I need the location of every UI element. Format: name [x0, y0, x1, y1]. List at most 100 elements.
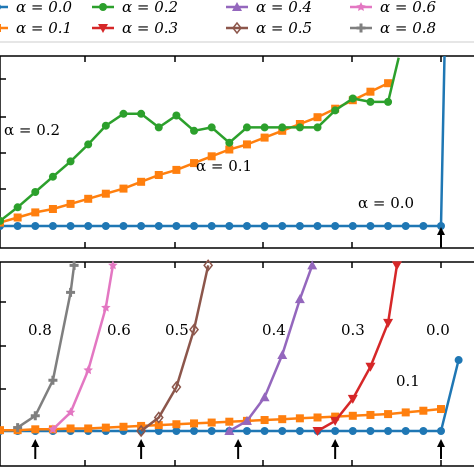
series-line [0, 82, 389, 224]
legend-entry: α = 0.3 [92, 19, 178, 37]
data-point [101, 189, 110, 198]
legend-entry: α = 0.0 [0, 0, 73, 16]
data-point [31, 425, 40, 434]
data-point [119, 109, 128, 118]
data-point [66, 424, 75, 433]
data-point [277, 349, 288, 359]
data-point [190, 126, 199, 135]
data-point [437, 405, 445, 414]
data-point [69, 260, 79, 270]
data-point [119, 422, 128, 431]
data-point [242, 123, 251, 132]
legend-marker [99, 3, 107, 11]
data-point [259, 392, 270, 402]
legend-marker [0, 24, 1, 32]
data-point [278, 222, 287, 230]
data-point [419, 222, 428, 230]
data-point [295, 123, 304, 132]
data-point [419, 427, 428, 435]
legend-label: α = 0.1 [16, 19, 72, 37]
series-line [316, 265, 399, 433]
data-point [384, 222, 393, 230]
legend-label: α = 0.8 [380, 19, 436, 37]
data-point [225, 417, 234, 426]
data-point [172, 111, 181, 120]
data-point [48, 222, 57, 230]
bottom-panel-arrows [31, 439, 445, 459]
bottom-panel-ticks [0, 262, 442, 466]
data-point [66, 199, 75, 208]
annotation-alpha-0-1: α = 0.1 [196, 157, 252, 175]
data-point [13, 213, 22, 222]
data-point [242, 427, 251, 435]
data-point [48, 375, 58, 385]
data-point [207, 222, 216, 230]
data-point [225, 138, 234, 147]
bottom-panel-frame [0, 261, 474, 467]
data-point [101, 121, 110, 130]
data-point [278, 415, 287, 424]
data-point [330, 416, 341, 426]
series-line [140, 265, 210, 432]
data-point [366, 427, 375, 435]
legend: α = 0.0 α = 0.1 α = 0.2 α = 0.3 α = 0.4 α = 0… [0, 0, 437, 37]
data-point [347, 394, 358, 404]
data-point [207, 427, 216, 435]
data-point [84, 424, 93, 433]
data-point [295, 414, 304, 423]
data-point [278, 123, 287, 132]
data-point [66, 157, 75, 166]
series-line [0, 57, 400, 222]
legend-label: α = 0.0 [16, 0, 73, 16]
data-point [154, 123, 163, 132]
top-panel-arrows [437, 227, 445, 247]
data-point [190, 419, 199, 428]
data-point [384, 410, 393, 419]
data-point [437, 427, 445, 435]
data-point [295, 427, 304, 435]
data-point [189, 323, 200, 336]
data-point [137, 109, 146, 118]
data-point [260, 133, 269, 142]
data-point [207, 123, 216, 132]
data-point [313, 222, 322, 230]
data-point [137, 222, 146, 230]
data-point [190, 222, 199, 230]
data-point [366, 87, 375, 96]
data-point [260, 222, 269, 230]
data-point [348, 427, 357, 435]
series-04 [224, 260, 318, 435]
series-line [52, 265, 115, 431]
data-point [48, 205, 57, 213]
data-point [260, 416, 269, 425]
legend-label: α = 0.5 [256, 19, 312, 37]
data-point [30, 411, 40, 421]
data-point [401, 222, 410, 230]
series-line [16, 265, 76, 429]
data-point [260, 123, 269, 132]
data-point [84, 140, 93, 149]
data-point [154, 222, 163, 230]
data-point [366, 222, 375, 230]
data-point [13, 423, 23, 433]
series-02 [0, 57, 400, 225]
legend-entry: α = 0.4 [226, 0, 312, 16]
data-point [348, 94, 357, 103]
data-point [108, 260, 118, 270]
data-point [172, 420, 181, 429]
series-08 [13, 260, 79, 433]
data-point [171, 380, 182, 394]
arrow-head [137, 439, 146, 447]
data-point [136, 424, 147, 438]
annotation-0-1: 0.1 [396, 372, 420, 390]
data-point [331, 412, 340, 421]
legend-marker [356, 2, 366, 12]
annotation-0-5: 0.5 [165, 321, 189, 339]
data-point [331, 222, 340, 230]
data-point [84, 194, 93, 203]
data-point [154, 171, 163, 179]
data-point [225, 145, 234, 154]
data-point [366, 410, 375, 419]
data-point [154, 421, 163, 430]
